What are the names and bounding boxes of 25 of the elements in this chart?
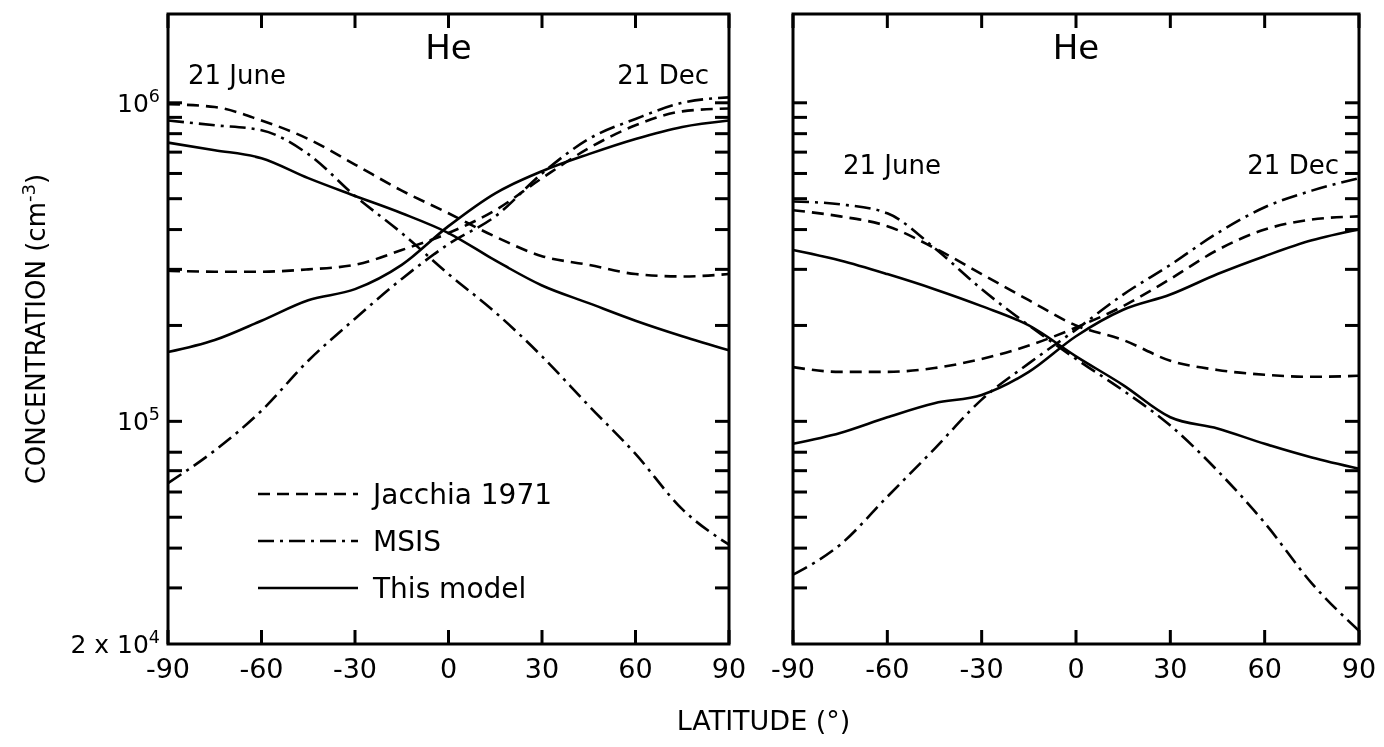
x-tick-label: 30 — [1153, 653, 1188, 684]
annotation: 21 June — [843, 150, 941, 180]
y-tick-label: 10$^{5}$ — [117, 404, 160, 437]
x-tick-label: 0 — [439, 653, 458, 684]
legend-label: This model — [372, 572, 527, 605]
legend-label: MSIS — [373, 525, 441, 558]
annotation: 21 Dec — [1247, 150, 1339, 180]
annotation: 21 June — [188, 60, 286, 90]
x-tick-label: -60 — [239, 653, 284, 684]
x-tick-label: -90 — [770, 653, 816, 684]
annotation: 21 Dec — [617, 60, 709, 90]
legend-label: Jacchia 1971 — [371, 478, 553, 511]
y-tick-label: 10$^{6}$ — [117, 85, 160, 118]
x-axis-title: LATITUDE (°) — [676, 705, 851, 736]
x-tick-label: 60 — [618, 653, 653, 684]
x-tick-label: 0 — [1067, 653, 1085, 684]
x-tick-label: 30 — [524, 653, 560, 684]
x-tick-label: -30 — [959, 653, 1004, 684]
x-tick-label: 90 — [1341, 653, 1377, 684]
x-tick-label: 60 — [1247, 653, 1282, 684]
x-tick-label: 90 — [711, 653, 747, 684]
x-tick-label: -30 — [332, 653, 378, 684]
x-tick-label: -60 — [865, 653, 910, 684]
chart-title: He — [425, 27, 472, 67]
chart-title: He — [1052, 27, 1100, 67]
